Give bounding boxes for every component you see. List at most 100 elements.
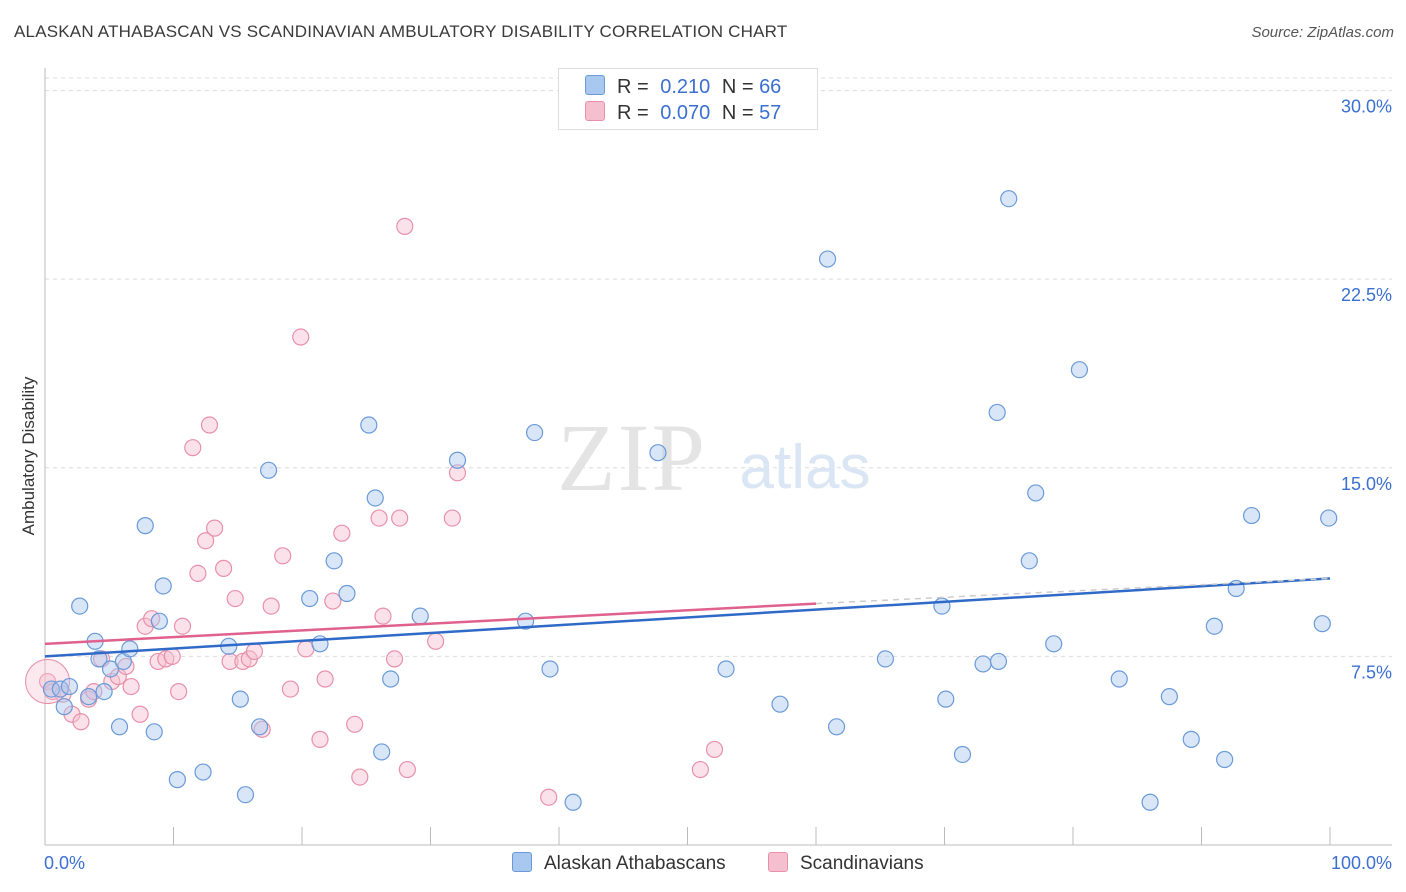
scandinavian-point [691, 760, 709, 779]
athabascan-point [1313, 615, 1331, 633]
scandinavian-point [245, 642, 264, 660]
scandinavians-points [25, 217, 724, 806]
athabascan-point [121, 640, 139, 658]
scandinavian-point [443, 509, 461, 527]
scandinavian-point [398, 760, 416, 779]
athabascan-point [989, 652, 1008, 671]
athabascan-point [1045, 635, 1063, 653]
athabascan-point [1216, 750, 1234, 769]
bottom-legend-swatch-pink [768, 852, 788, 872]
athabascan-point [1182, 730, 1200, 748]
scandinavian-point [540, 788, 558, 806]
scandinavian-point [173, 617, 192, 635]
athabascan-point [1027, 484, 1045, 502]
athabascan-point [194, 763, 212, 781]
x-tick-label: 0.0% [44, 853, 85, 873]
scandinavian-point [281, 680, 300, 698]
athabascan-point [974, 655, 992, 673]
athabascan-point [525, 423, 544, 442]
legend-r-label: R = [617, 76, 649, 98]
athabascan-point [1320, 509, 1338, 527]
scandinavian-trend-line [44, 602, 817, 646]
athabascan-point [60, 677, 79, 696]
scandinavian-point [221, 652, 239, 671]
athabascan-point [411, 607, 429, 625]
watermark-atlas: atlas [740, 433, 871, 502]
athabascan-point [136, 517, 154, 535]
gridlines [45, 77, 1392, 657]
athabascan-point [1000, 190, 1018, 208]
athabascan-point [953, 745, 972, 764]
x-tick-label: 100.0% [1331, 853, 1392, 873]
athabascan-trend-line [44, 577, 1331, 658]
athabascan-point [988, 403, 1006, 422]
athabascan-point [649, 444, 667, 462]
athabascan-point [1020, 552, 1038, 570]
athabascan-point [231, 690, 249, 708]
athabascan-point [564, 793, 582, 811]
legend-r-value-athabascan: 0.210 [660, 76, 711, 98]
athabascan-point [448, 451, 467, 469]
athabascan-point [90, 650, 108, 668]
athabascan-point [259, 461, 278, 479]
scandinavian-point [374, 607, 392, 625]
athabascan-point [827, 718, 846, 736]
athabascan-point [42, 680, 61, 698]
athabascan-point [71, 597, 89, 615]
athabascan-point [150, 612, 168, 630]
scandinavian-point [184, 439, 202, 457]
scandinavian-point [391, 509, 409, 527]
scandinavian-point [197, 532, 215, 550]
athabascan-point [1141, 793, 1159, 811]
legend-n-value-athabascan: 66 [759, 76, 782, 98]
tick-labels: 7.5% 15.0% 22.5% 30.0% 0.0% 100.0% [44, 97, 1392, 873]
athabascan-point [168, 771, 186, 789]
y-tick-label: 30.0% [1341, 97, 1392, 117]
scandinavian-point [206, 519, 224, 537]
scandinavian-point [346, 715, 364, 733]
scandinavian-point [253, 720, 271, 738]
scandinavian-point [370, 509, 388, 527]
scandinavian-point [324, 592, 342, 610]
scandinavian-point [72, 713, 90, 731]
scandinavian-point [131, 705, 149, 723]
athabascan-point [301, 589, 319, 608]
scandinavian-point [292, 328, 310, 346]
athabascan-point [145, 723, 163, 741]
legend-row-scandinavian: R = 0.070 N = 57 [585, 101, 781, 127]
y-tick-label: 22.5% [1341, 285, 1392, 305]
athabascan-point [1070, 361, 1089, 379]
watermark-zip: ZIP [557, 404, 707, 511]
athabascan-point [325, 552, 343, 570]
athabascan-point [55, 698, 73, 716]
athabascan-point [541, 660, 559, 678]
trend-lines [44, 577, 1331, 658]
athabascan-point [95, 682, 113, 701]
scandinavian-point [262, 597, 280, 615]
scandinavian-point [316, 670, 334, 688]
legend-swatch-pink [585, 101, 605, 121]
athabascan-point [1160, 688, 1178, 706]
watermark: ZIP atlas [557, 404, 870, 511]
scandinavian-trend-extension [815, 577, 1331, 605]
athabascan-point [382, 670, 400, 688]
athabascan-point [338, 584, 356, 603]
athabascan-point [818, 250, 837, 268]
scandinavian-point [200, 416, 219, 434]
legend-r-label: R = [617, 102, 649, 124]
athabascan-point [360, 416, 378, 434]
legend-swatch-blue [585, 75, 605, 95]
scandinavian-point [705, 740, 724, 759]
scandinavian-point [333, 524, 351, 542]
athabascan-point [236, 786, 255, 804]
scandinavian-point [274, 547, 292, 565]
bottom-legend-scandinavian: Scandinavians [768, 852, 924, 875]
athabascan-point [101, 660, 120, 678]
athabascan-point [937, 690, 955, 708]
athabascan-point [366, 489, 384, 507]
scandinavian-point [311, 730, 329, 748]
athabascan-point [771, 695, 789, 713]
bottom-legend-athabascan: Alaskan Athabascans [512, 852, 726, 875]
athabascan-point [876, 650, 894, 668]
